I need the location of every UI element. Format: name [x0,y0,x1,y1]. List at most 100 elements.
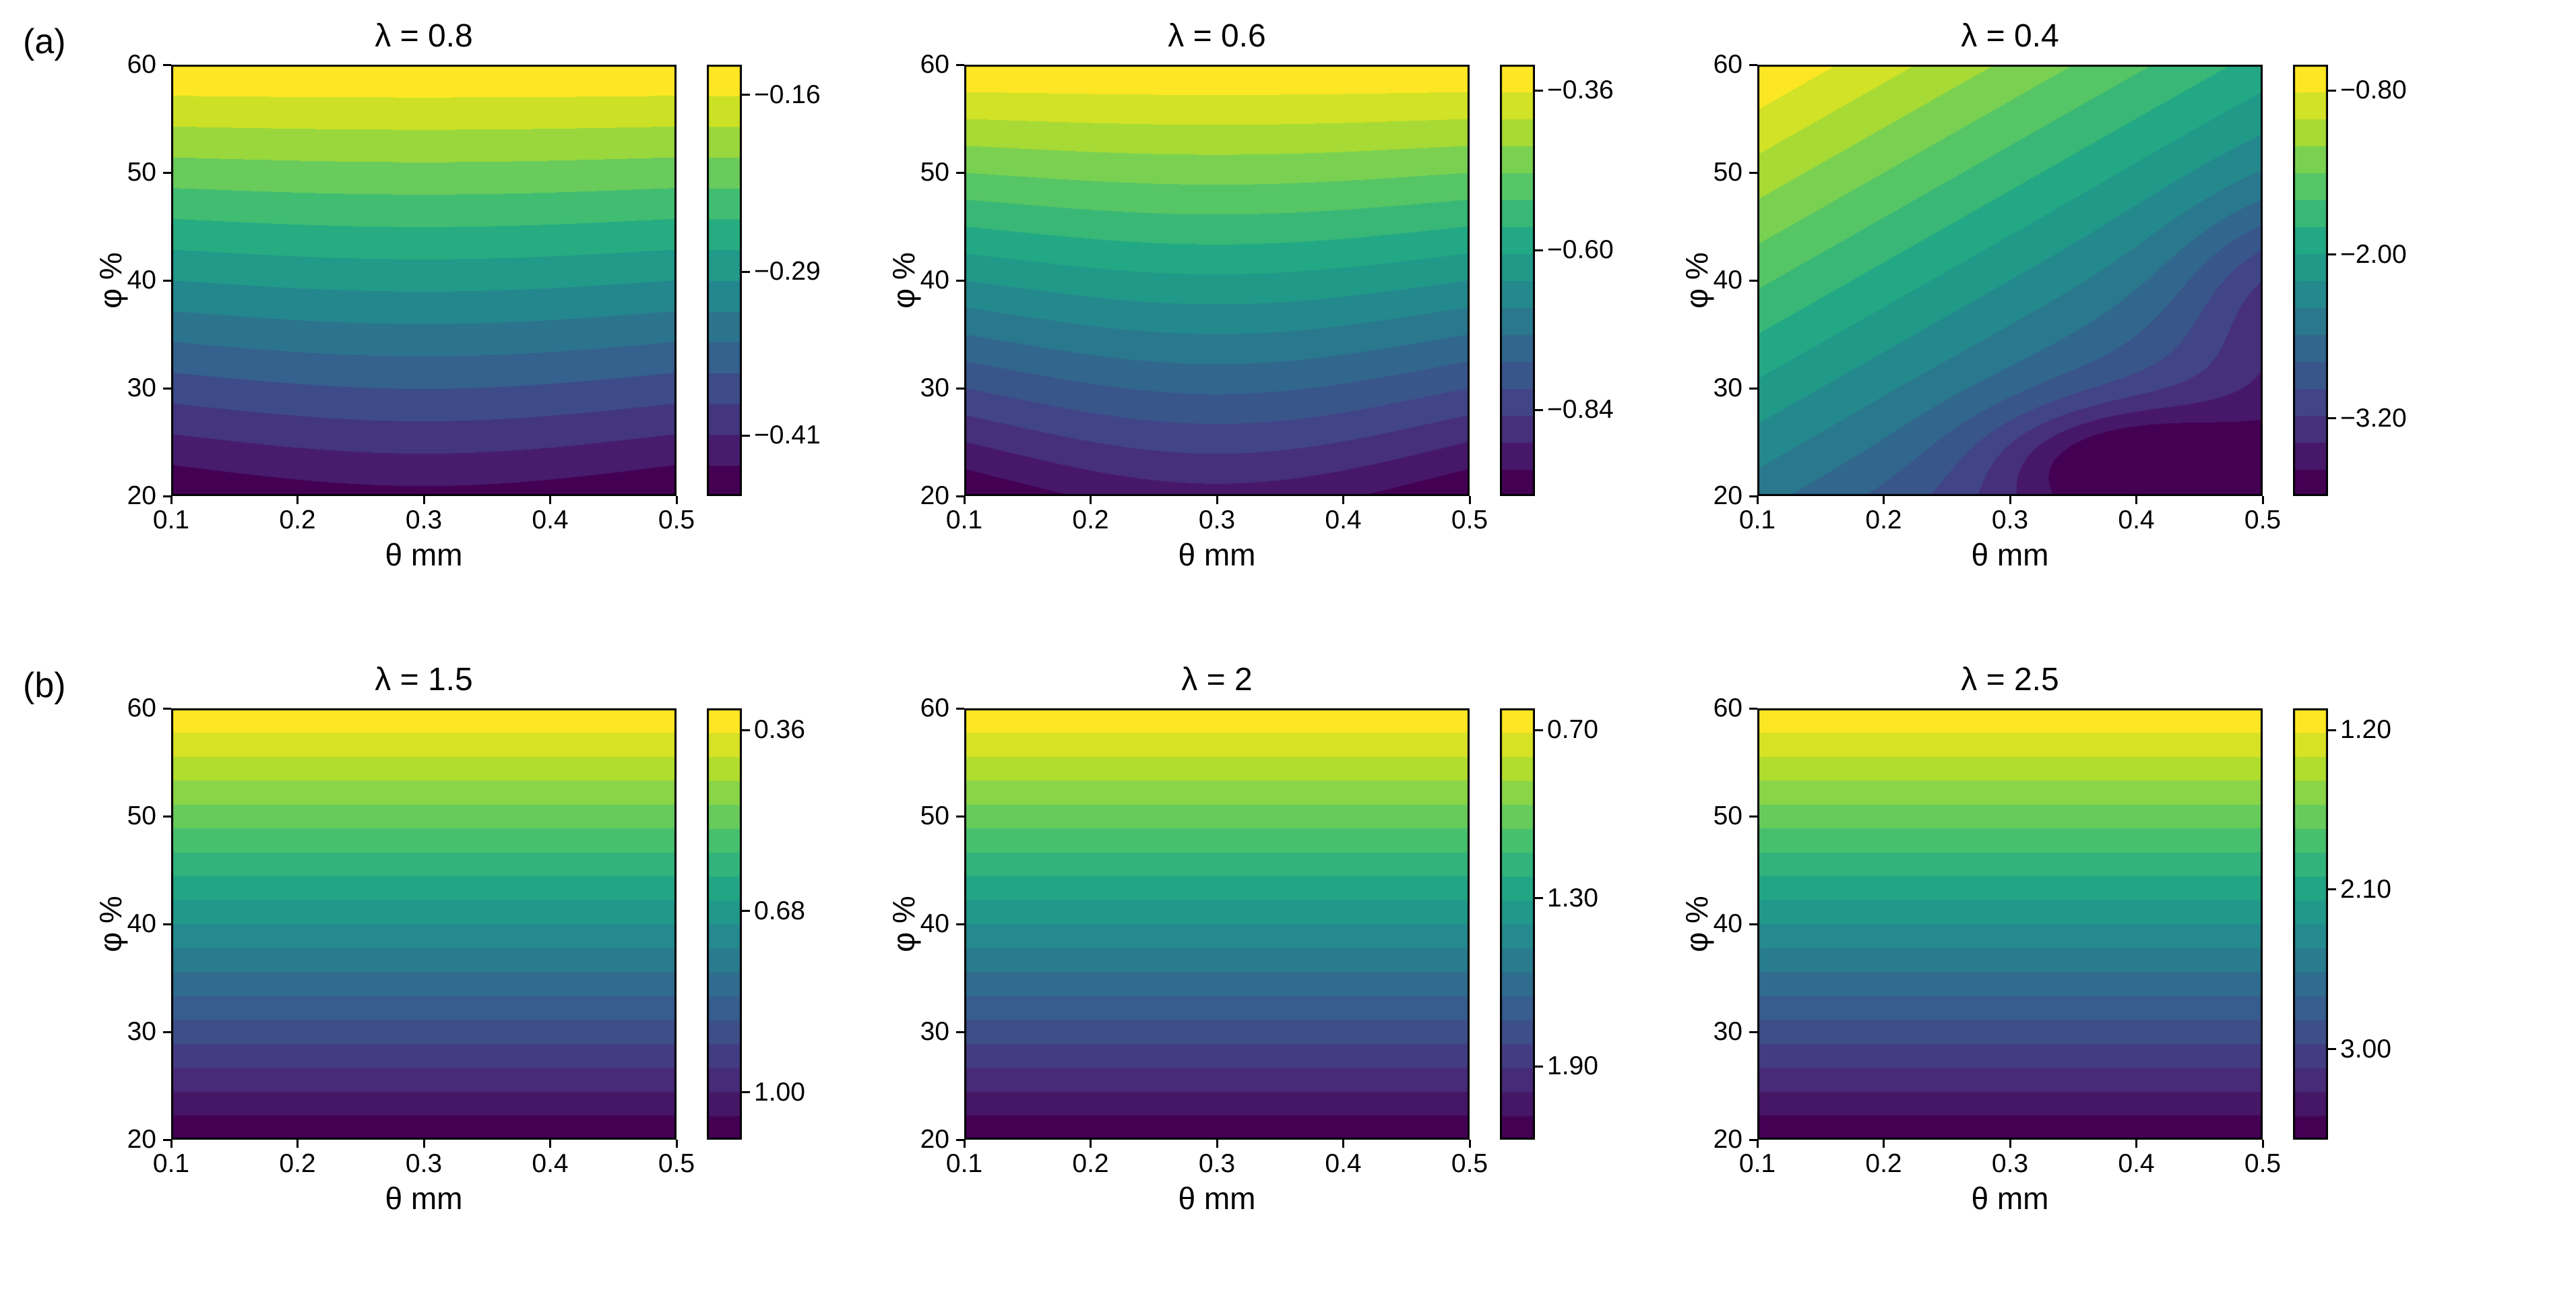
x-tick-mark [549,496,551,504]
x-tick-label: 0.2 [279,505,316,534]
colorbar [1500,708,1535,1140]
colorbar-tick-label: 0.36 [754,715,805,744]
x-tick-label: 0.4 [1325,505,1362,534]
contour-plot [171,708,677,1140]
y-tick-mark [1749,815,1757,818]
y-tick-label: 40 [127,266,156,295]
x-tick-mark [1090,496,1092,504]
colorbar-tick-label: −0.16 [754,80,821,109]
x-tick-mark [1756,1140,1759,1148]
y-tick-mark [163,171,171,174]
colorbar-tick-mark [1535,249,1543,251]
subplot-title: λ = 0.8 [375,18,473,54]
contour-plot [1757,708,2263,1140]
y-tick-label: 60 [127,50,156,79]
subplot-λ = 0.8: λ = 0.8 φ % θ mm 0.1 0.2 0.3 0.4 0.5 20 30 40 50 60−… [90,18,836,587]
y-tick-label: 40 [1713,266,1742,295]
y-tick-mark [956,495,964,497]
x-tick-label: 0.5 [658,1149,695,1178]
x-tick-mark [170,496,172,504]
y-tick-mark [163,495,171,497]
panel-label-b: (b) [23,666,66,705]
x-axis-label: θ mm [385,1181,463,1216]
y-tick-label: 60 [920,694,949,722]
colorbar-tick-mark [742,94,750,96]
colorbar-tick-mark [1535,729,1543,731]
y-tick-mark [1749,1030,1757,1033]
y-tick-label: 50 [127,801,156,830]
colorbar-tick-mark [2328,89,2336,92]
y-tick-label: 60 [1713,694,1742,722]
y-tick-label: 20 [920,481,949,510]
colorbar-tick-label: −0.60 [1547,235,1614,265]
x-tick-label: 0.2 [1865,1149,1902,1178]
y-tick-label: 20 [127,481,156,510]
x-tick-label: 0.3 [1198,1149,1236,1178]
x-tick-label: 0.1 [945,505,983,534]
y-tick-label: 20 [1713,481,1742,510]
row-b-plots: λ = 1.5 φ % θ mm 0.1 0.2 0.3 0.4 0.5 20 30 40 50 60 0… [90,661,2422,1231]
y-tick-mark [163,1138,171,1141]
y-tick-label: 30 [127,373,156,402]
y-tick-mark [956,171,964,174]
x-tick-label: 0.4 [2118,505,2155,534]
x-tick-label: 0.2 [1072,505,1109,534]
colorbar-tick-label: 0.68 [754,896,805,925]
colorbar-tick-mark [2328,1048,2336,1051]
x-tick-label: 0.5 [2244,505,2282,534]
colorbar-tick-label: 1.30 [1547,883,1598,913]
y-tick-label: 20 [920,1125,949,1154]
x-tick-mark [2009,1140,2011,1148]
x-tick-mark [296,496,299,504]
x-tick-mark [2135,496,2137,504]
colorbar-tick-mark [742,910,750,913]
colorbar-tick-mark [742,729,750,731]
subplot-title: λ = 0.6 [1168,18,1266,54]
colorbar-tick-label: −0.84 [1547,395,1614,424]
y-tick-label: 30 [127,1017,156,1046]
colorbar-tick-label: 0.70 [1547,715,1598,744]
colorbar-tick-label: 1.90 [1547,1051,1598,1081]
y-tick-mark [163,279,171,282]
y-tick-mark [163,815,171,818]
x-tick-label: 0.5 [2244,1149,2282,1178]
y-tick-mark [1749,171,1757,174]
colorbar-tick-mark [1535,408,1543,411]
x-tick-mark [170,1140,172,1148]
x-tick-label: 0.3 [405,505,443,534]
colorbar-tick-label: −0.36 [1547,75,1614,105]
y-tick-mark [956,1138,964,1141]
colorbar-tick-label: 3.00 [2340,1034,2391,1064]
x-tick-mark [422,496,425,504]
y-tick-mark [1749,923,1757,925]
x-tick-mark [963,1140,966,1148]
x-axis-label: θ mm [385,537,463,572]
y-tick-label: 50 [920,801,949,830]
x-tick-mark [1342,496,1344,504]
x-tick-mark [1883,1140,1885,1148]
y-tick-mark [1749,387,1757,390]
colorbar [707,65,742,496]
contour-plot [964,708,1470,1140]
x-tick-label: 0.4 [2118,1149,2155,1178]
x-tick-label: 0.2 [279,1149,316,1178]
figure-row-a: (a) λ = 0.8 φ % θ mm 0.1 0.2 0.3 0.4 0.5 20 30 40 5… [23,18,2569,587]
y-tick-mark [956,707,964,710]
colorbar-tick-mark [742,270,750,273]
y-tick-mark [1749,279,1757,282]
y-tick-label: 40 [920,266,949,295]
x-tick-mark [1756,496,1759,504]
colorbar-tick-label: −2.00 [2340,239,2407,269]
x-axis-label: θ mm [1178,537,1256,572]
y-tick-label: 20 [1713,1125,1742,1154]
x-tick-label: 0.2 [1072,1149,1109,1178]
x-tick-label: 0.3 [1991,505,2029,534]
y-tick-mark [163,707,171,710]
contour-plot [964,65,1470,496]
x-tick-label: 0.5 [1451,505,1488,534]
y-tick-label: 40 [920,909,949,938]
x-tick-label: 0.1 [1738,1149,1776,1178]
x-tick-label: 0.4 [532,1149,569,1178]
colorbar-tick-label: −0.29 [754,257,821,286]
subplot-title: λ = 2 [1181,662,1253,698]
